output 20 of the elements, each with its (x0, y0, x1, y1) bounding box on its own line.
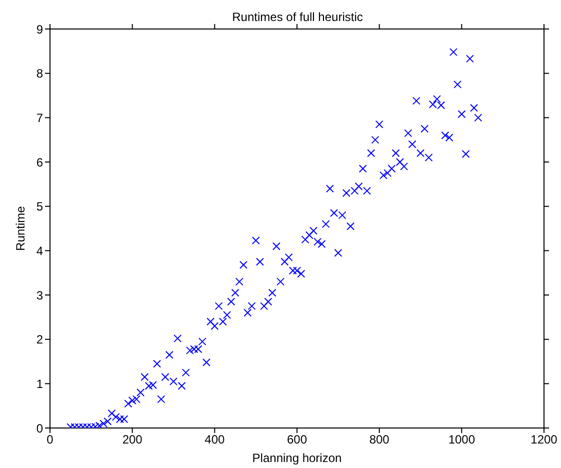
y-tick-label: 9 (36, 22, 44, 36)
x-tick-label: 1200 (530, 432, 558, 447)
y-tick-label: 5 (36, 200, 44, 214)
y-tick-label: 6 (36, 155, 44, 170)
y-tick-label: 7 (36, 110, 44, 125)
x-tick-label: 0 (46, 432, 54, 447)
y-tick-label: 4 (36, 244, 44, 258)
y-axis-title: Runtime (13, 206, 28, 251)
x-tick-label: 1000 (448, 432, 476, 447)
x-tick-label: 200 (122, 432, 143, 447)
x-axis-title: Planning horizon (252, 451, 342, 465)
x-tick-label: 400 (204, 432, 225, 447)
y-tick-label: 3 (36, 288, 44, 302)
x-tick-label: 800 (369, 432, 390, 447)
y-tick-label: 2 (36, 332, 44, 347)
y-tick-label: 1 (36, 376, 44, 391)
x-tick-label: 600 (286, 432, 308, 447)
y-tick-label: 8 (36, 66, 44, 81)
chart-title: Runtimes of full heuristic (231, 10, 364, 24)
y-tick-label: 0 (36, 421, 44, 436)
